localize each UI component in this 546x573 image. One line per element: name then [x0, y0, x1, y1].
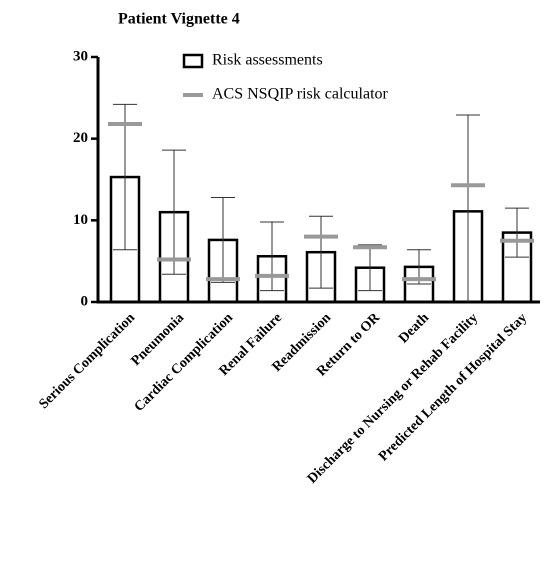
- x-tick-label: Cardiac Complication: [132, 310, 237, 415]
- y-tick-label: 30: [73, 48, 88, 64]
- chart-title: Patient Vignette 4: [118, 11, 240, 28]
- y-tick-label: 20: [73, 130, 88, 146]
- x-tick-label: Serious Complication: [36, 310, 138, 412]
- x-tick-label: Discharge to Nursing or Rehab Facility: [305, 310, 481, 486]
- y-tick-label: 0: [81, 293, 89, 309]
- legend-label: Risk assessments: [212, 52, 323, 69]
- x-tick-label: Death: [396, 310, 432, 346]
- y-tick-label: 10: [73, 212, 88, 228]
- legend-swatch: [182, 53, 204, 69]
- legend-label: ACS NSQIP risk calculator: [212, 86, 389, 103]
